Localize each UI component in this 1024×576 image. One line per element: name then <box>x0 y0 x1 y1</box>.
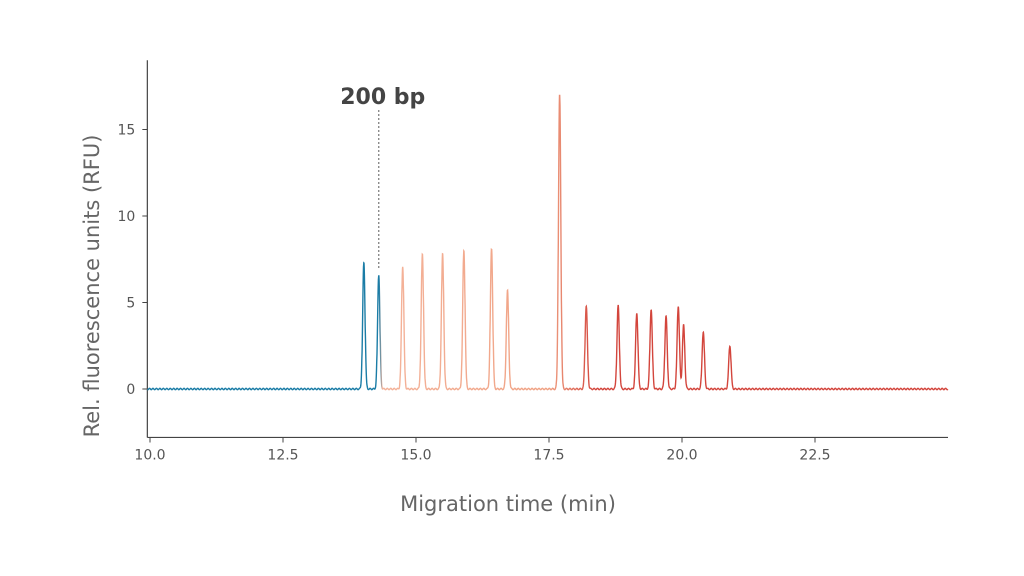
y-tick-label: 10 <box>118 209 136 225</box>
x-tick-label: 12.5 <box>267 447 298 463</box>
x-tick-label: 10.0 <box>134 447 165 463</box>
trace-line <box>146 94 949 391</box>
y-axis-label: Rel. fluorescence units (RFU) <box>80 135 104 438</box>
x-tick-label: 22.5 <box>799 447 830 463</box>
axes: 10.0 12.5 15.0 17.5 20.0 22.5 0 5 10 15 <box>118 60 948 463</box>
annotation-label: 200 bp <box>340 85 425 110</box>
y-tick-label: 0 <box>126 382 135 398</box>
x-axis-label: Migration time (min) <box>400 492 616 516</box>
x-tick-label: 17.5 <box>533 447 564 463</box>
x-tick-label: 20.0 <box>666 447 697 463</box>
y-tick-label: 5 <box>126 296 135 312</box>
x-tick-label: 15.0 <box>400 447 431 463</box>
annotation: 200 bp <box>340 85 425 269</box>
y-tick-label: 15 <box>118 123 136 139</box>
